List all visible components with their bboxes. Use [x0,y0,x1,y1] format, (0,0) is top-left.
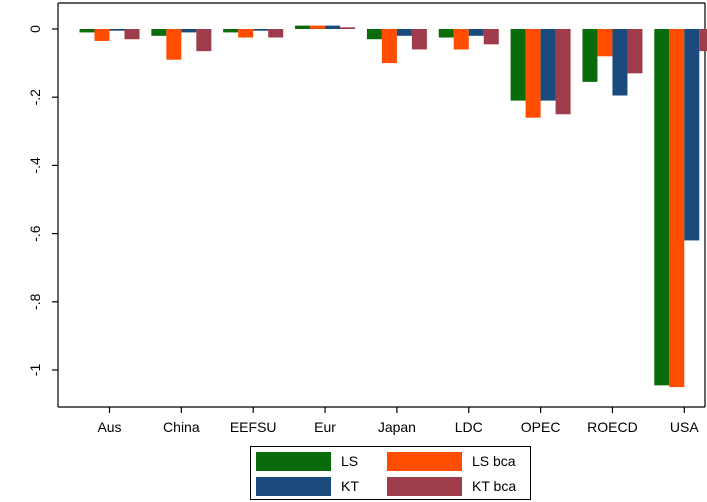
legend-item-kt-bca: KT bca [387,475,516,497]
x-tick-label: USA [670,419,699,435]
bar [555,29,571,115]
bar [699,29,707,52]
bar [340,27,356,29]
bar [109,29,125,31]
x-tick-label: Eur [314,419,336,435]
x-tick-label: Japan [378,419,416,435]
bar [79,29,95,33]
bar [684,29,700,241]
bar [94,29,110,41]
legend-item-kt: KT [256,475,359,497]
bar [411,29,427,50]
legend-label-kt-bca: KT bca [472,478,517,494]
y-tick-label: -.4 [27,157,43,174]
legend: LS LS bca KT KT bca [250,446,531,500]
legend-swatch-kt-bca [387,476,462,496]
bar [310,25,326,29]
bar [468,29,484,36]
bar [223,29,239,33]
bar [612,29,628,96]
y-tick-label: -.6 [27,225,43,242]
legend-swatch-ls-bca [387,451,462,471]
bar [124,29,140,40]
bar [654,29,670,386]
x-tick-label: China [163,419,200,435]
bar [669,29,685,388]
bar [453,29,469,50]
x-tick-label: LDC [455,419,483,435]
bar [483,29,499,45]
bar [582,29,598,82]
legend-swatch-kt [256,476,331,496]
bar [196,29,212,52]
bar [325,25,341,29]
bar [540,29,556,101]
legend-item-ls: LS [256,450,358,472]
legend-label-ls: LS [341,453,359,469]
bar [268,29,284,38]
bar [151,29,167,36]
bar [597,29,613,57]
legend-label-kt: KT [341,478,359,494]
x-tick-label: ROECD [587,419,638,435]
legend-label-ls-bca: LS bca [472,453,516,469]
x-tick-label: EEFSU [230,419,277,435]
legend-swatch-ls [256,451,331,471]
bar [396,29,412,36]
bar [295,25,311,29]
bar [166,29,182,60]
bar [525,29,541,118]
plot-area: 0 -.2 -.4 -.6 -.8 -1 Aus China EEFSU Eur Japan LDC O… [27,2,707,435]
y-tick-label: -1 [27,364,43,377]
bar [238,29,254,38]
y-tick-label: -.8 [27,293,43,310]
y-tick-label: 0 [27,25,43,33]
bar [366,29,382,40]
legend-item-ls-bca: LS bca [387,450,516,472]
bar [253,29,269,31]
y-tick-label: -.2 [27,89,43,106]
bar [510,29,526,101]
bar [438,29,454,38]
bar [181,29,197,33]
x-tick-label: Aus [97,419,121,435]
bar [381,29,397,64]
x-tick-label: OPEC [521,419,561,435]
bar [627,29,643,74]
